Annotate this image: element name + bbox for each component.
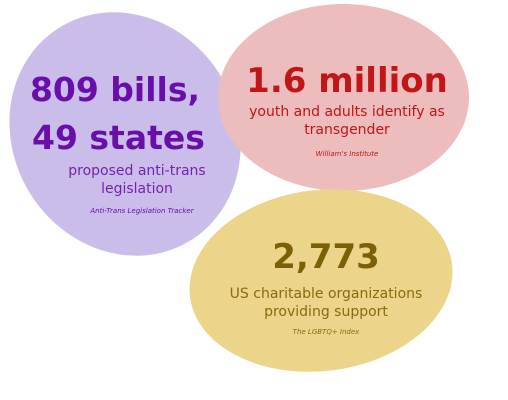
legislation-headline-line1: 809 bills, — [29, 70, 201, 109]
population-source: William's Institute — [315, 150, 379, 158]
pink-oval-background — [218, 4, 469, 191]
legislation-headline-line2: 49 states — [32, 118, 205, 157]
population-description-line2: transgender — [304, 122, 390, 138]
organizations-description-line1: US charitable organizations — [229, 286, 423, 302]
organizations-source: The LGBTQ+ Index — [292, 328, 360, 336]
population-headline: 1.6 million — [246, 61, 448, 101]
organizations-description-line2: providing support — [264, 304, 388, 320]
population-description-line1: youth and adults identify as — [249, 104, 445, 120]
legislation-description-line2: legislation — [101, 181, 173, 197]
legislation-description-line1: proposed anti-trans — [68, 163, 206, 179]
organizations-headline: 2,773 — [272, 237, 380, 277]
legislation-source: Anti-Trans Legislation Tracker — [90, 207, 194, 215]
